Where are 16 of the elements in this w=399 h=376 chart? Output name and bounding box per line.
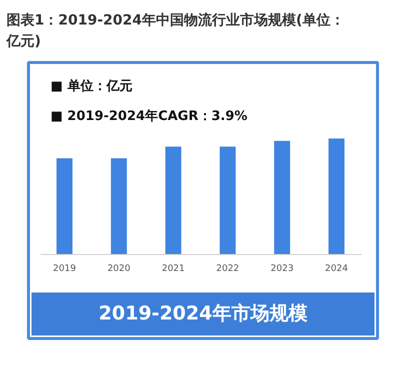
text: ■ 单位：亿元 [50, 78, 132, 94]
x-tick-label: 2019 [53, 264, 76, 274]
x-tick-label: 2024 [325, 264, 348, 274]
chart-title: 图表1：2019-2024年中国物流行业市场规模(单位：亿元) [6, 12, 344, 50]
text: 2019-2024年市场规模 [98, 302, 308, 324]
bar [220, 146, 236, 254]
bar [165, 146, 182, 254]
bar [328, 138, 344, 254]
x-tick-label: 2020 [107, 264, 131, 274]
x-tick-label: 2022 [216, 264, 240, 274]
text: ■ 2019-2024年CAGR：3.9% [50, 109, 248, 124]
bar [110, 158, 127, 254]
x-tick-label: 2023 [270, 264, 294, 274]
bar [56, 158, 72, 254]
bar [274, 140, 290, 254]
x-tick-label: 2021 [162, 264, 185, 274]
